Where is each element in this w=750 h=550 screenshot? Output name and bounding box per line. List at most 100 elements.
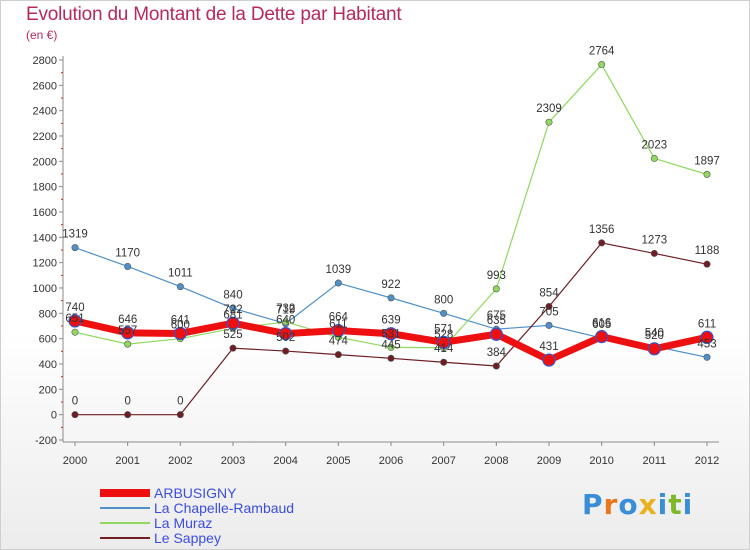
logo-letter: o <box>618 488 639 521</box>
legend-item-la-muraz: La Muraz <box>100 514 294 531</box>
y-tick-label: 200 <box>39 384 57 396</box>
data-label-la-chapelle-rambaud: 1319 <box>62 229 88 241</box>
proxiti-logo: Proxiti <box>582 488 693 521</box>
data-point-le-sappey <box>703 260 711 268</box>
data-label-arbusigny: 664 <box>329 312 349 324</box>
x-tick-label: 2007 <box>431 455 455 467</box>
logo-letter: r <box>603 488 619 521</box>
y-tick-label: 1800 <box>33 182 57 194</box>
y-tick-label: 2400 <box>33 106 57 118</box>
data-point-la-muraz <box>545 118 553 126</box>
y-tick-label: 2600 <box>33 80 57 92</box>
legend: ARBUSIGNY La Chapelle-Rambaud La Muraz L… <box>100 484 294 546</box>
data-point-arbusigny <box>279 327 293 341</box>
data-point-la-chapelle-rambaud <box>387 294 395 302</box>
data-label-arbusigny: 740 <box>65 302 84 314</box>
data-point-le-sappey <box>176 411 184 419</box>
data-label-le-sappey: 0 <box>124 396 130 408</box>
x-tick-label: 2008 <box>484 455 508 467</box>
y-tick-label: 2200 <box>33 131 57 143</box>
x-tick-label: 2006 <box>379 455 403 467</box>
data-point-la-chapelle-rambaud <box>71 244 79 252</box>
data-point-la-chapelle-rambaud <box>440 309 448 317</box>
data-point-arbusigny <box>121 326 135 340</box>
data-label-la-muraz: 732 <box>276 303 295 315</box>
data-label-le-sappey: 502 <box>276 332 295 344</box>
data-label-le-sappey: 0 <box>177 396 183 408</box>
data-point-le-sappey <box>71 411 79 419</box>
data-point-la-muraz <box>703 170 711 178</box>
data-label-arbusigny: 571 <box>434 323 453 335</box>
data-label-arbusigny: 640 <box>276 315 295 327</box>
data-label-la-muraz: 2023 <box>642 139 668 151</box>
data-label-arbusigny: 639 <box>381 315 400 327</box>
x-tick-label: 2005 <box>326 455 350 467</box>
data-label-la-muraz: 557 <box>118 325 137 337</box>
x-tick-label: 2010 <box>589 455 613 467</box>
data-point-la-chapelle-rambaud <box>545 321 553 329</box>
y-tick-label: 1200 <box>33 258 57 270</box>
data-label-arbusigny: 641 <box>171 314 190 326</box>
legend-label-la-muraz: La Muraz <box>154 514 213 531</box>
data-label-arbusigny: 635 <box>487 315 506 327</box>
data-label-la-muraz: 2309 <box>536 103 562 115</box>
data-label-le-sappey: 445 <box>381 339 400 351</box>
data-point-le-sappey <box>650 249 658 257</box>
data-label-la-chapelle-rambaud: 705 <box>539 306 558 318</box>
data-label-le-sappey: 384 <box>487 347 507 359</box>
data-point-arbusigny <box>226 316 240 330</box>
data-point-arbusigny <box>384 327 398 341</box>
chart-title: Evolution du Montant de la Dette par Hab… <box>26 4 402 25</box>
legend-swatch-la-chapelle-rambaud <box>100 506 150 509</box>
chart-subtitle: (en €) <box>26 28 58 42</box>
data-point-arbusigny <box>647 342 661 356</box>
y-tick-label: 2000 <box>33 156 57 168</box>
x-tick-label: 2011 <box>643 455 667 467</box>
data-point-le-sappey <box>282 347 290 355</box>
data-point-arbusigny <box>331 323 345 338</box>
data-label-arbusigny: 616 <box>592 318 611 330</box>
y-tick-label: 400 <box>39 359 57 371</box>
data-point-la-chapelle-rambaud <box>703 353 711 361</box>
data-label-la-chapelle-rambaud: 453 <box>697 338 716 350</box>
data-label-arbusigny: 520 <box>645 330 664 342</box>
data-point-la-muraz <box>650 154 658 162</box>
logo-letter: t <box>668 488 683 521</box>
data-label-la-chapelle-rambaud: 675 <box>487 310 506 322</box>
data-point-la-chapelle-rambaud <box>334 279 342 287</box>
y-tick-label: -200 <box>35 435 57 447</box>
legend-swatch-la-muraz <box>100 521 150 524</box>
data-label-la-muraz: 681 <box>223 309 242 321</box>
data-point-la-muraz <box>124 340 132 348</box>
y-tick-label: 1400 <box>33 232 57 244</box>
legend-item-la-chapelle-rambaud: La Chapelle-Rambaud <box>100 500 294 516</box>
logo-letter: P <box>582 488 604 521</box>
x-tick-label: 2000 <box>63 455 87 467</box>
legend-label-arbusigny: ARBUSIGNY <box>154 484 237 501</box>
data-point-arbusigny <box>489 327 503 341</box>
x-tick-label: 2001 <box>115 455 139 467</box>
data-point-arbusigny <box>437 335 451 349</box>
y-tick-label: 1600 <box>33 207 57 219</box>
data-label-la-chapelle-rambaud: 800 <box>434 294 453 306</box>
data-point-le-sappey <box>124 411 132 419</box>
data-point-le-sappey <box>492 362 500 370</box>
y-tick-label: 2800 <box>33 55 57 67</box>
x-tick-label: 2002 <box>168 455 192 467</box>
data-point-arbusigny <box>68 314 82 328</box>
data-point-le-sappey <box>334 351 342 359</box>
data-point-la-muraz <box>598 61 606 69</box>
data-label-arbusigny: 722 <box>223 304 242 316</box>
data-label-la-chapelle-rambaud: 1039 <box>326 264 352 276</box>
data-label-la-chapelle-rambaud: 1170 <box>115 247 140 259</box>
data-label-le-sappey: 854 <box>539 287 559 299</box>
data-label-le-sappey: 525 <box>223 329 242 341</box>
legend-item-le-sappey: Le Sappey <box>100 530 294 546</box>
data-point-la-chapelle-rambaud <box>124 262 132 270</box>
data-label-la-chapelle-rambaud: 922 <box>381 279 400 291</box>
x-tick-label: 2003 <box>221 455 245 467</box>
data-label-la-chapelle-rambaud: 605 <box>592 319 611 331</box>
data-point-la-muraz <box>282 318 290 326</box>
